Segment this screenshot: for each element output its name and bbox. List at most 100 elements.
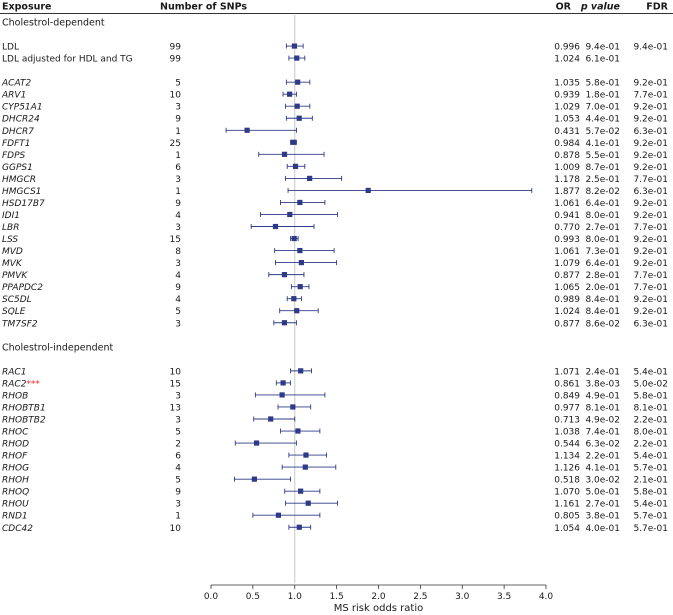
or-value: 1.065 [554,283,580,293]
table-row: HSD17B7 9 1.061 6.4e-01 9.2e-01 [2,199,668,209]
column-headers: Exposure Number of SNPs OR p value FDR [0,2,673,14]
snp-count: 99 [170,55,182,65]
snp-count: 15 [170,235,181,245]
p-value: 4.0e-01 [585,524,620,534]
snp-count: 3 [175,223,181,233]
estimate-marker [303,452,309,458]
table-row: DHCR24 9 1.053 4.4e-01 9.2e-01 [2,115,668,125]
estimate-marker [291,296,297,302]
p-value: 1.8e-01 [585,91,620,101]
section-label: Cholestrol-dependent [2,18,105,29]
fdr-value: 5.8e-01 [633,488,668,498]
exposure-label: RHOBTB2 [2,415,46,425]
fdr-value: 9.2e-01 [633,199,668,209]
exposure-label: DHCR7 [2,127,34,137]
x-axis-label: MS risk odds ratio [334,603,423,614]
estimate-marker [281,272,288,278]
x-tick-label: 4.0 [539,592,554,602]
or-value: 1.053 [554,115,580,125]
p-value: 2.8e-01 [585,271,620,281]
estimate-marker [307,175,313,181]
or-value: 1.079 [554,259,580,269]
estimate-marker [280,380,286,386]
snp-count: 3 [175,391,181,401]
estimate-marker [290,139,297,145]
x-tick-label: 1.5 [329,592,343,602]
estimate-marker [287,91,293,97]
exposure-label: PMVK [2,271,28,281]
exposure-label: RHOU [2,500,29,510]
or-value: 1.178 [554,175,580,185]
or-value: 0.518 [554,476,580,486]
table-row: FDFT1 25 0.984 4.1e-01 9.2e-01 [2,139,668,149]
p-value: 2.2e-01 [585,452,620,462]
exposure-label: RHOC [2,428,29,438]
exposure-label: CYP51A1 [2,103,43,113]
header-exposure: Exposure [2,2,52,13]
or-value: 0.984 [554,139,580,149]
exposure-label: LDL adjusted for HDL and TG [2,55,133,65]
or-value: 0.941 [554,211,580,221]
or-value: 0.431 [554,127,580,137]
significance-marker: *** [26,379,40,389]
x-tick-label: 1.0 [288,592,303,602]
x-tick-label: 0.0 [204,592,219,602]
snp-count: 5 [175,307,181,317]
p-value: 2.7e-01 [585,500,620,510]
table-row: SQLE 5 1.024 8.4e-01 9.2e-01 [2,307,668,317]
fdr-value: 6.3e-01 [633,319,668,329]
estimate-marker [296,524,302,530]
or-value: 0.996 [554,43,580,53]
p-value: 5.5e-01 [585,151,620,161]
x-tick-label: 0.5 [246,592,260,602]
table-row: RHOBTB1 13 0.977 8.1e-01 8.1e-01 [2,403,668,413]
estimate-marker [253,440,260,446]
p-value: 6.3e-02 [585,440,620,450]
or-value: 1.061 [554,199,580,209]
p-value: 4.4e-01 [585,115,620,125]
table-row: RHOH 5 0.518 3.0e-02 2.1e-01 [2,476,668,486]
fdr-value: 9.2e-01 [633,115,668,125]
exposure-label: RAC1 [2,367,26,377]
exposure-label: RHOD [2,440,29,450]
snp-count: 9 [175,199,181,209]
estimate-marker [287,211,293,218]
estimate-marker [365,187,371,194]
table-row: FDPS 1 0.878 5.5e-01 9.2e-01 [2,151,668,161]
or-value: 1.024 [554,307,580,317]
fdr-value: 5.7e-01 [633,464,668,474]
table-row: SC5DL 4 0.989 8.4e-01 9.2e-01 [2,295,668,305]
snp-count: 4 [175,211,181,221]
or-value: 0.877 [554,271,580,281]
table-row: ARV1 10 0.939 1.8e-01 7.7e-01 [1,91,668,101]
table-row: RHOF 6 1.134 2.2e-01 5.4e-01 [2,452,668,462]
fdr-value: 2.2e-01 [633,440,668,450]
table-row: IDI1 4 0.941 8.0e-01 9.2e-01 [2,211,668,221]
exposure-label: CDC42 [2,524,33,534]
snp-count: 2 [175,440,181,450]
fdr-value: 9.4e-01 [633,43,668,53]
estimate-marker [295,79,301,85]
estimate-marker [294,308,300,314]
estimate-marker [298,260,304,266]
table-row: DHCR7 1 0.431 5.7e-02 6.3e-01 [2,127,668,137]
snp-count: 4 [175,464,181,474]
snp-count: 10 [170,524,182,534]
or-value: 0.861 [554,379,580,389]
estimate-marker [297,247,303,254]
header-snps: Number of SNPs [160,2,247,13]
snp-count: 3 [175,319,181,329]
fdr-value: 9.2e-01 [633,79,668,89]
exposure-label: RHOQ [2,488,29,498]
table-row: RAC2*** 15 0.861 3.8e-03 5.0e-02 [2,379,668,389]
snp-count: 25 [170,139,181,149]
estimate-marker [297,199,303,206]
snp-count: 1 [175,512,181,522]
fdr-value: 7.7e-01 [633,223,668,233]
fdr-value: 5.4e-01 [633,452,668,462]
or-value: 0.877 [554,319,580,329]
fdr-value: 9.2e-01 [633,103,668,113]
x-tick-label: 3.0 [455,592,470,602]
snp-count: 3 [175,415,181,425]
estimate-marker [291,43,298,49]
